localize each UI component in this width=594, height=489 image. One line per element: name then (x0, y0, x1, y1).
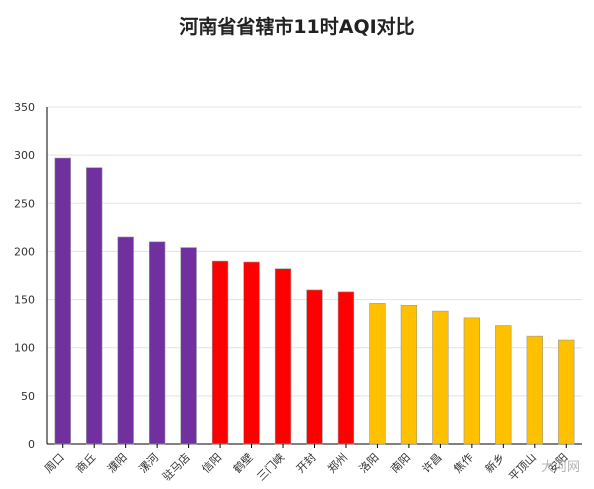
x-tick-label: 焦作 (451, 451, 476, 476)
y-tick-label: 0 (28, 438, 35, 451)
x-tick-label: 南阳 (388, 451, 413, 476)
x-tick-label: 三门峡 (254, 450, 287, 483)
x-tick-label: 漯河 (137, 451, 162, 476)
x-tick-label: 洛阳 (356, 450, 381, 475)
x-tick-label: 新乡 (482, 450, 507, 475)
x-tick-label: 郑州 (325, 450, 350, 475)
y-tick-label: 200 (14, 245, 35, 258)
bar (432, 310, 449, 445)
bar (148, 241, 166, 445)
y-tick-label: 150 (14, 294, 35, 307)
bar (117, 236, 134, 445)
y-tick-label: 350 (14, 101, 35, 114)
x-tick-label: 驻马店 (160, 450, 193, 483)
y-tick-label: 250 (14, 197, 35, 210)
bar (337, 291, 355, 445)
x-tick-label: 濮阳 (104, 450, 129, 475)
x-tick-label: 商丘 (73, 450, 98, 475)
x-tick-label: 许昌 (420, 451, 445, 476)
y-tick-label: 100 (14, 342, 35, 355)
x-tick-label: 鹤壁 (230, 450, 255, 475)
bar (526, 335, 543, 445)
bar (400, 305, 418, 445)
chart-title: 河南省省辖市11时AQI对比 (179, 16, 415, 38)
bar (306, 289, 323, 445)
y-tick-label: 50 (21, 390, 35, 403)
bar (86, 167, 103, 445)
y-tick-label: 300 (14, 149, 35, 162)
bar (495, 325, 512, 445)
x-tick-label: 开封 (293, 450, 318, 475)
bar (54, 157, 71, 445)
bar (243, 261, 260, 445)
watermark: 大河网 (540, 460, 580, 475)
bar (558, 339, 575, 445)
bar (463, 317, 481, 445)
x-tick-label: 周口 (42, 451, 67, 476)
x-tick-label: 平顶山 (506, 451, 539, 484)
bar (369, 303, 386, 445)
bar (274, 268, 292, 445)
bar (211, 260, 229, 445)
x-tick-label: 信阳 (199, 451, 224, 476)
bar (180, 247, 197, 445)
